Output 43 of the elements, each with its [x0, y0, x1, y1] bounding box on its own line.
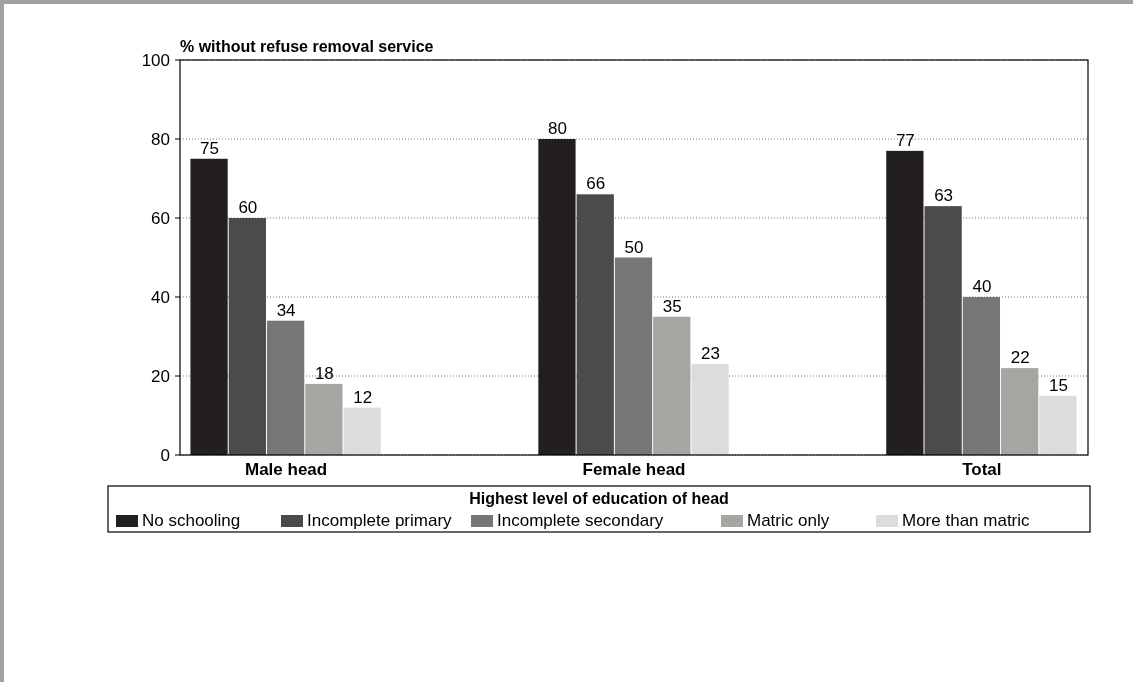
data-label: 77: [895, 130, 915, 150]
data-label: 75: [200, 138, 220, 158]
bar: [266, 320, 305, 455]
data-label: 40: [972, 277, 992, 296]
bar: [1001, 368, 1039, 455]
data-label: 63: [934, 186, 954, 206]
bar: [1039, 395, 1077, 455]
bar: [538, 139, 576, 455]
data-label: 12: [353, 387, 373, 407]
x-tick-label: Male head: [245, 460, 328, 479]
data-label: 80: [548, 119, 567, 138]
y-tick-label: 20: [151, 366, 170, 386]
bar: [343, 407, 381, 455]
bar: [886, 150, 924, 455]
legend-label: More than matric: [902, 511, 1031, 530]
bar: [691, 364, 729, 455]
data-label: 23: [701, 344, 720, 364]
bar: [190, 158, 228, 455]
y-tick-label: 60: [151, 208, 170, 228]
data-label: 60: [238, 198, 258, 217]
data-label: 66: [586, 174, 606, 194]
x-tick-label: Female head: [582, 460, 686, 479]
y-tick-label: 100: [141, 50, 170, 70]
y-tick-label: 0: [160, 445, 170, 465]
legend-label: Incomplete primary: [307, 511, 453, 530]
x-tick-label: Total: [962, 460, 1002, 479]
data-label: 18: [314, 363, 334, 383]
legend-title: Highest level of education of head: [469, 490, 729, 507]
bar: [962, 297, 1001, 455]
bar: [614, 257, 653, 455]
y-tick-label: 40: [151, 287, 170, 307]
bar: [653, 316, 691, 455]
legend-label: Incomplete secondary: [497, 511, 664, 530]
data-label: 50: [624, 237, 644, 257]
legend-label: Matric only: [747, 511, 830, 530]
data-label: 22: [1010, 348, 1030, 368]
legend-label: No schooling: [142, 511, 241, 530]
data-label: 35: [662, 296, 682, 316]
bar: [305, 383, 343, 455]
data-label: 34: [276, 300, 296, 320]
y-tick-label: 80: [151, 129, 170, 149]
data-label: 15: [1048, 375, 1068, 395]
chart-title: % without refuse removal service: [180, 38, 434, 55]
